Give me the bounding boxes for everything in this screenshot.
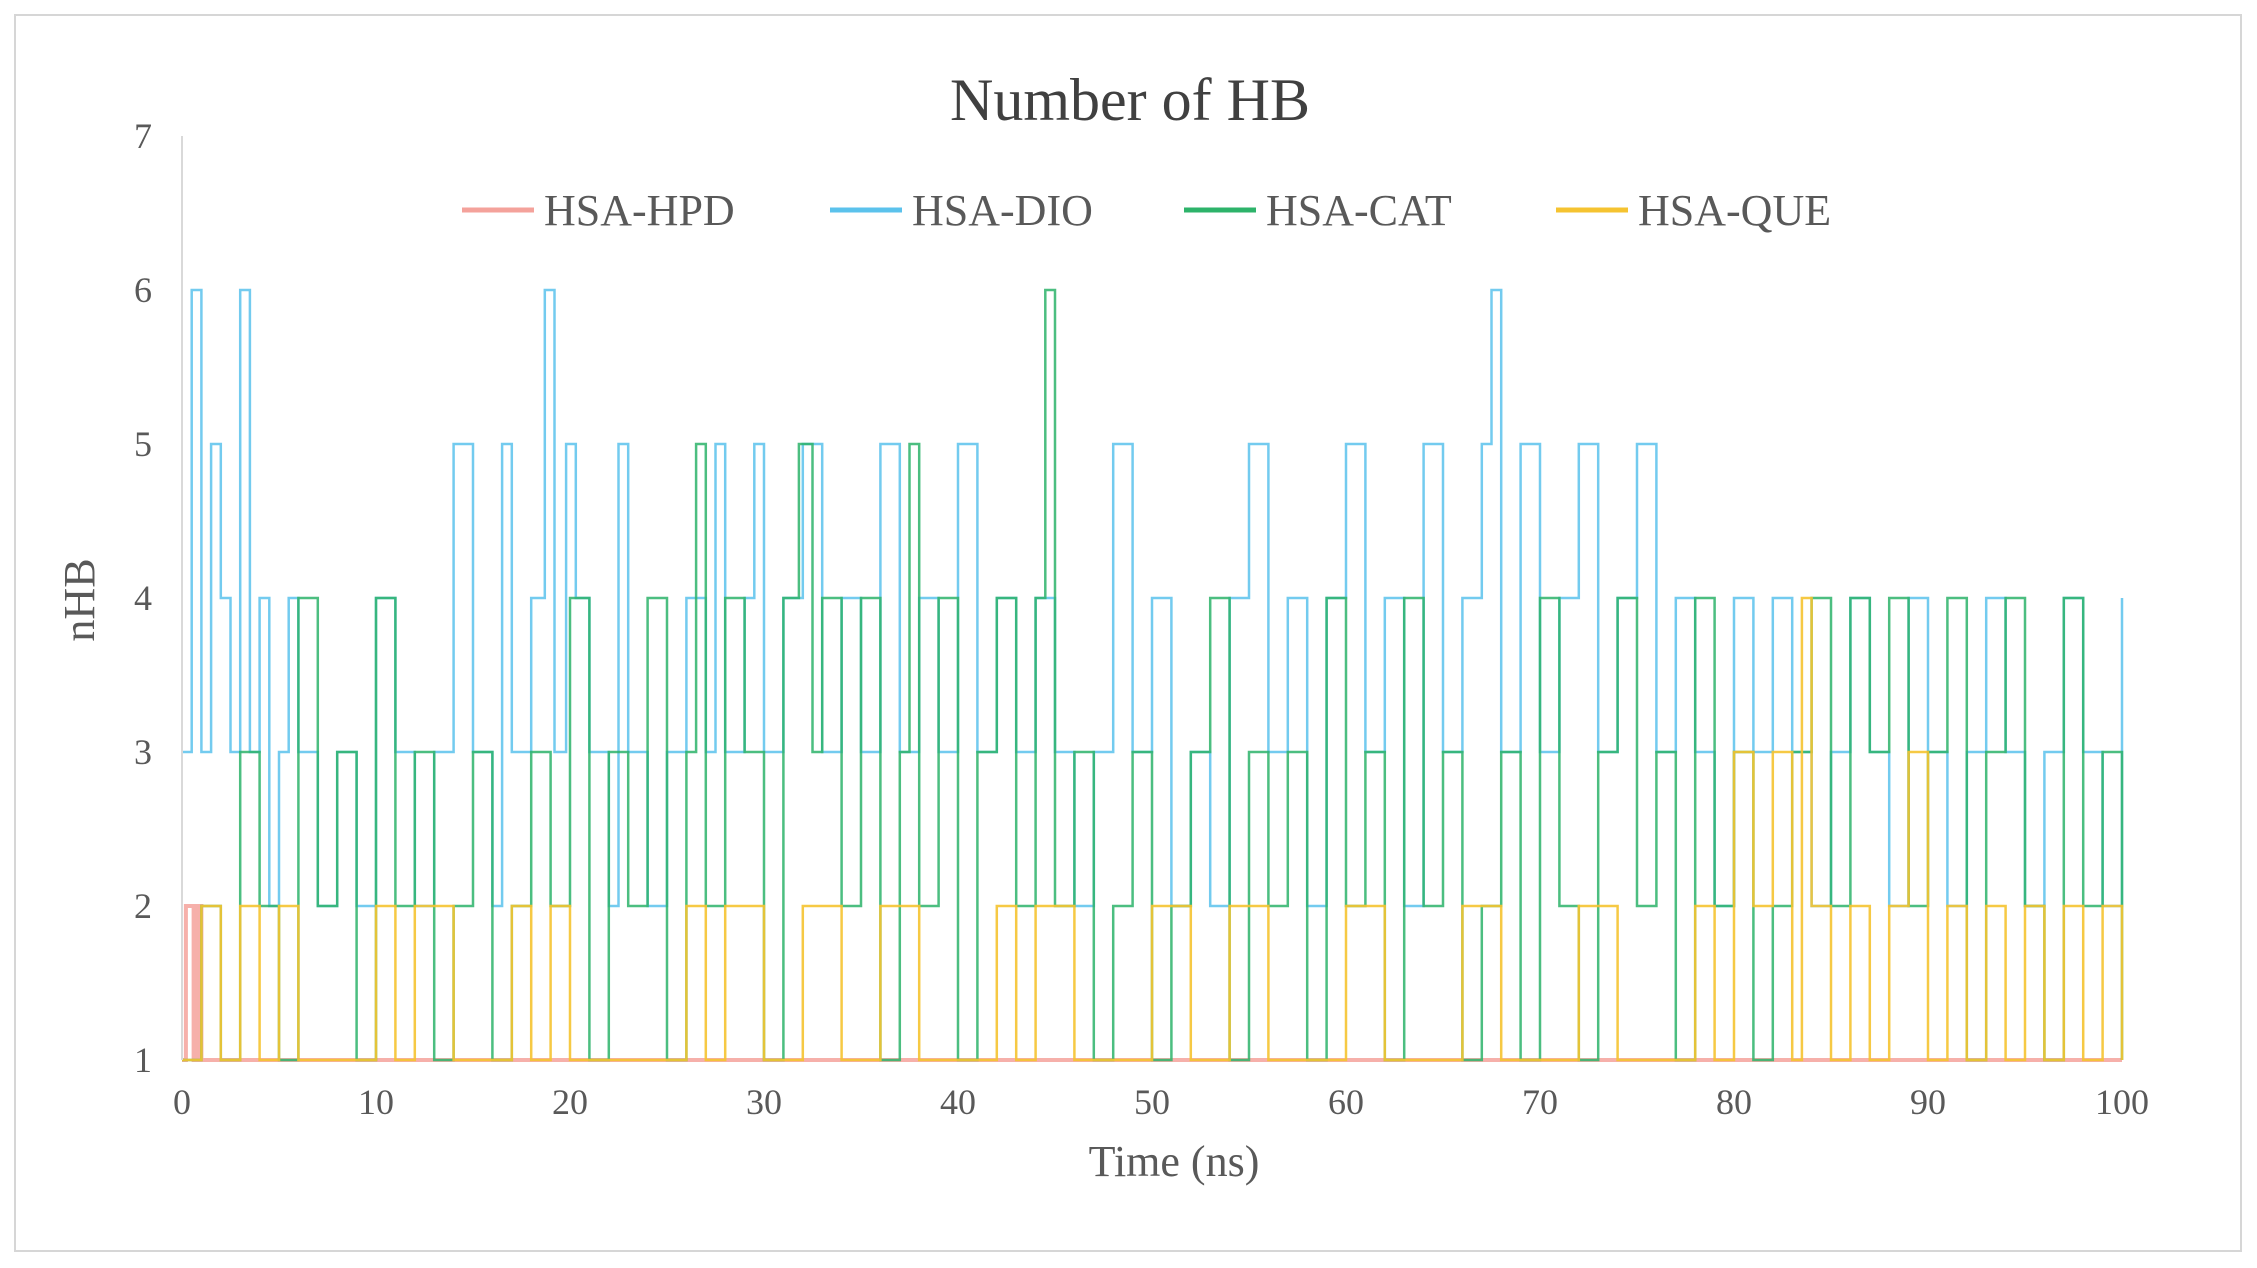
series-line-hsa-que (182, 596, 2124, 1062)
x-tick-label: 40 (940, 1082, 976, 1122)
chart-frame: Number of HB HSA-HPD HSA-DIO HSA-CAT HSA-QU… (14, 14, 2242, 1252)
x-tick-label: 90 (1910, 1082, 1946, 1122)
chart-title: Number of HB (950, 67, 1310, 133)
y-tick-label: 2 (134, 886, 152, 926)
y-tick-label: 4 (134, 578, 152, 618)
series-layer (182, 288, 2124, 1062)
y-tick-label: 1 (134, 1040, 152, 1080)
chart-svg: Number of HB HSA-HPD HSA-DIO HSA-CAT HSA-QU… (55, 67, 2149, 1186)
x-tick-label: 0 (173, 1082, 191, 1122)
y-tick-label: 3 (134, 732, 152, 772)
y-tick-label: 7 (134, 116, 152, 156)
x-tick-label: 70 (1522, 1082, 1558, 1122)
x-axis-title: Time (ns) (1089, 1137, 1260, 1186)
y-tick-labels: 1 2 3 4 5 6 7 (134, 116, 152, 1080)
x-tick-label: 10 (358, 1082, 394, 1122)
x-tick-label: 20 (552, 1082, 588, 1122)
legend-label: HSA-DIO (912, 186, 1093, 235)
x-tick-label: 80 (1716, 1082, 1752, 1122)
x-tick-label: 60 (1328, 1082, 1364, 1122)
legend-label: HSA-CAT (1266, 186, 1452, 235)
y-tick-label: 5 (134, 424, 152, 464)
y-tick-label: 6 (134, 270, 152, 310)
x-tick-labels: 0 10 20 30 40 50 60 70 80 90 100 (173, 1082, 2149, 1122)
y-axis-title: nHB (55, 558, 104, 641)
x-tick-label: 100 (2095, 1082, 2149, 1122)
legend: HSA-HPD HSA-DIO HSA-CAT HSA-QUE (462, 186, 1831, 235)
legend-label: HSA-QUE (1638, 186, 1831, 235)
x-tick-label: 30 (746, 1082, 782, 1122)
legend-label: HSA-HPD (544, 186, 735, 235)
x-tick-label: 50 (1134, 1082, 1170, 1122)
